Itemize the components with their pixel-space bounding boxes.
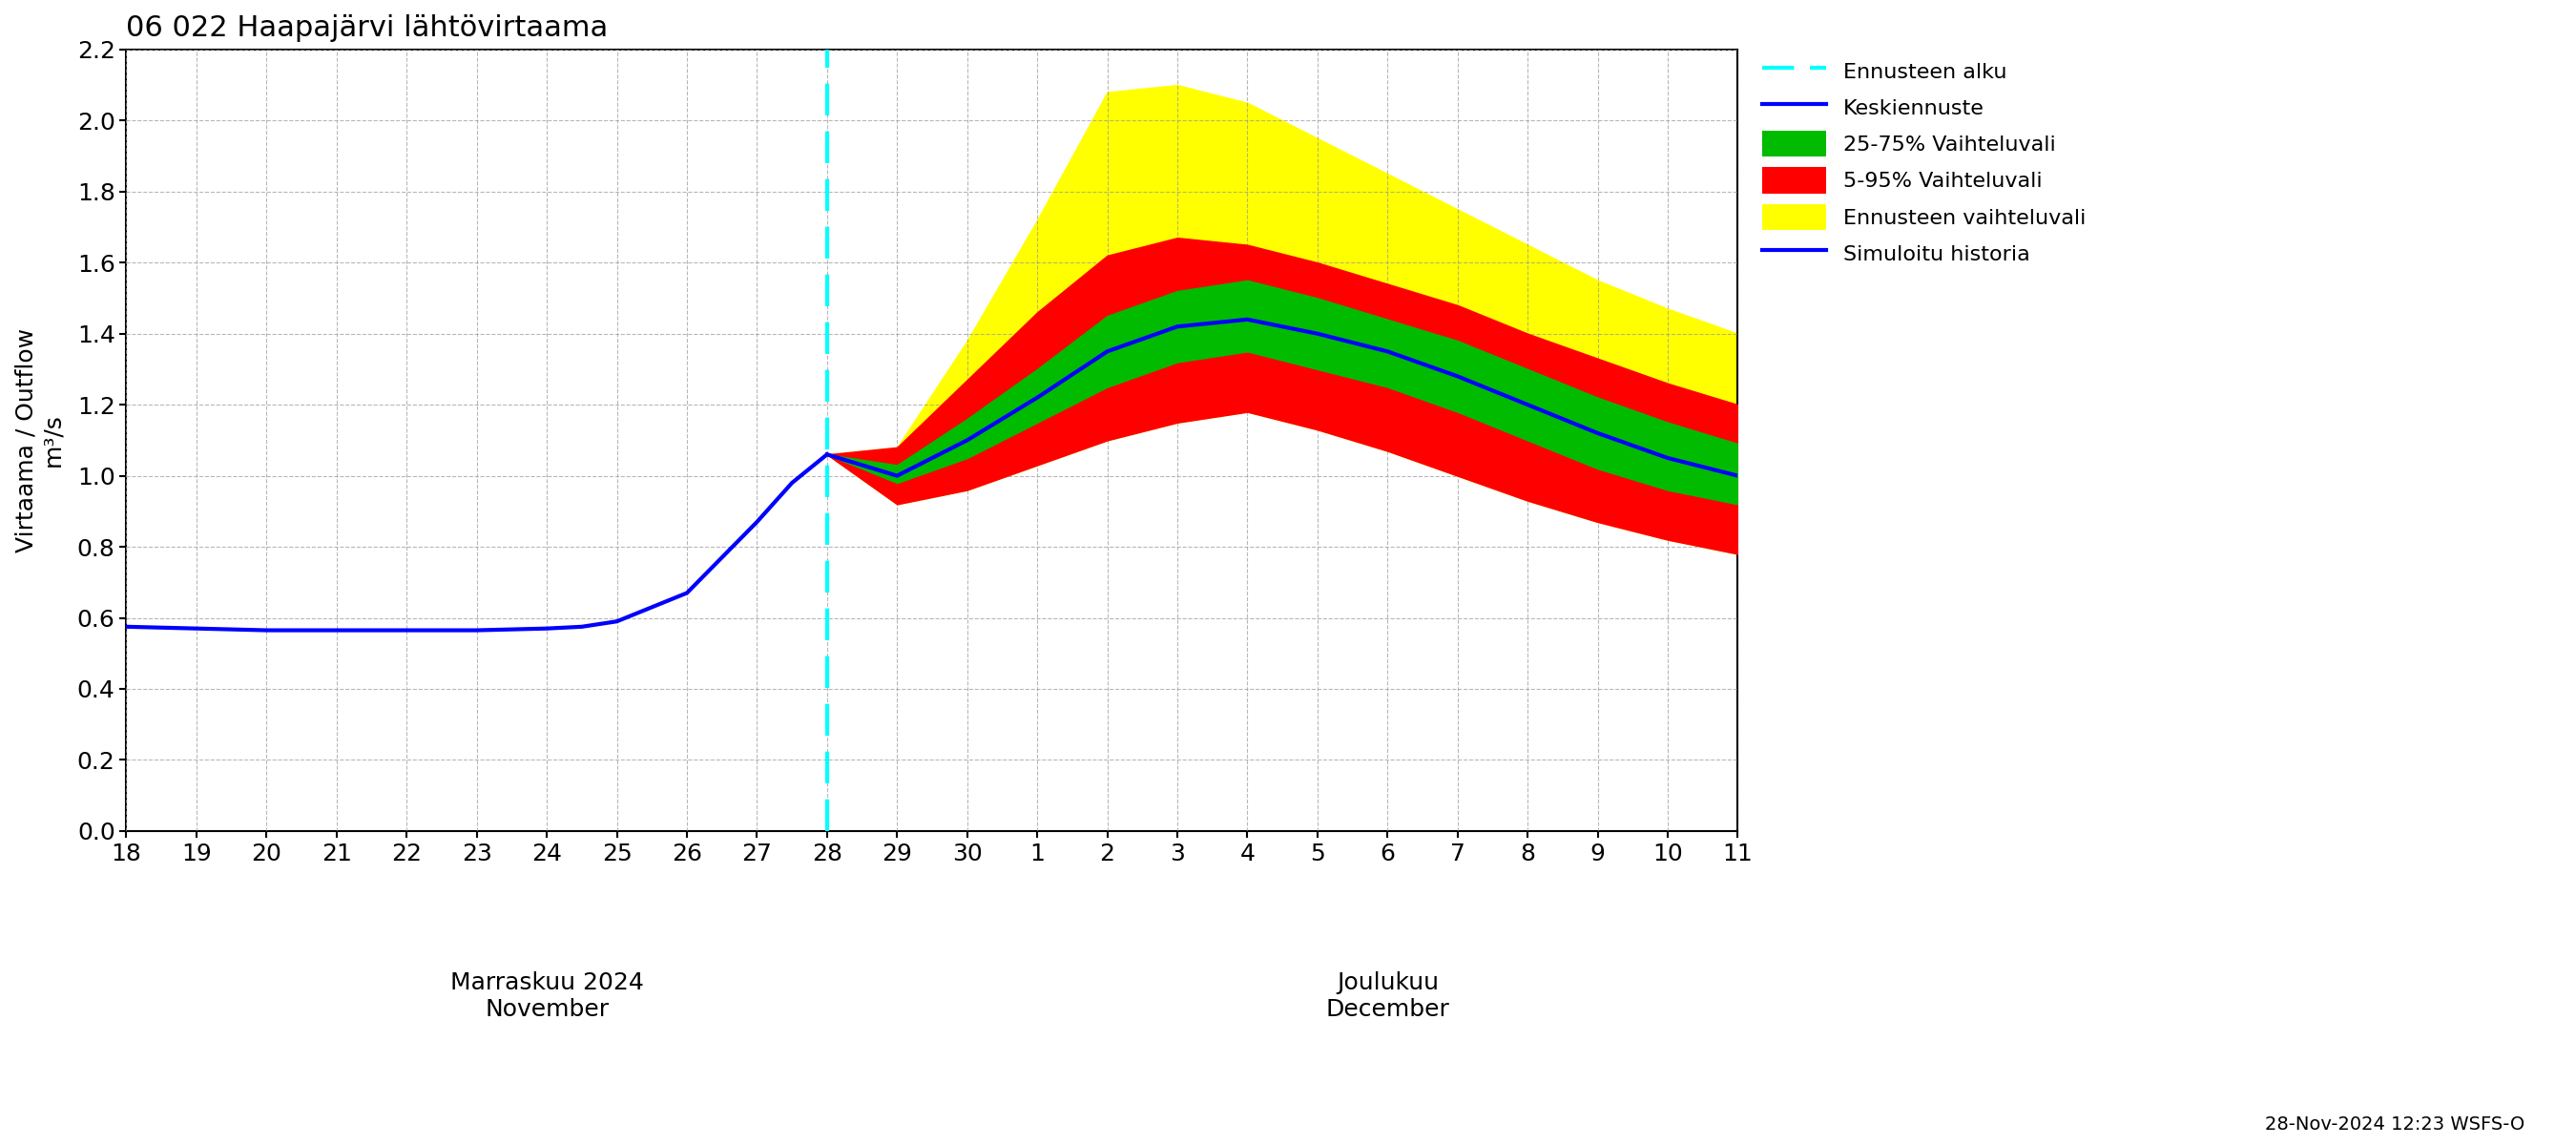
Legend: Ennusteen alku, Keskiennuste, 25-75% Vaihteluvali, 5-95% Vaihteluvali, Ennusteen: Ennusteen alku, Keskiennuste, 25-75% Vai… — [1754, 49, 2094, 275]
Text: Marraskuu 2024
November: Marraskuu 2024 November — [451, 972, 644, 1021]
Text: Joulukuu
December: Joulukuu December — [1327, 972, 1450, 1021]
Y-axis label: Virtaama / Outflow
m³/s: Virtaama / Outflow m³/s — [15, 329, 64, 552]
Text: 28-Nov-2024 12:23 WSFS-O: 28-Nov-2024 12:23 WSFS-O — [2264, 1115, 2524, 1134]
Text: 06 022 Haapajärvi lähtövirtaama: 06 022 Haapajärvi lähtövirtaama — [126, 14, 608, 42]
